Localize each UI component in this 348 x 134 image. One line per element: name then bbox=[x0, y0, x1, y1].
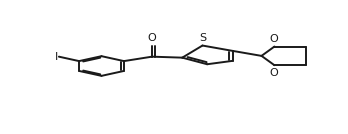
Text: O: O bbox=[269, 34, 278, 44]
Text: O: O bbox=[269, 68, 278, 78]
Text: O: O bbox=[148, 33, 156, 43]
Text: I: I bbox=[55, 52, 58, 62]
Text: S: S bbox=[199, 33, 206, 43]
